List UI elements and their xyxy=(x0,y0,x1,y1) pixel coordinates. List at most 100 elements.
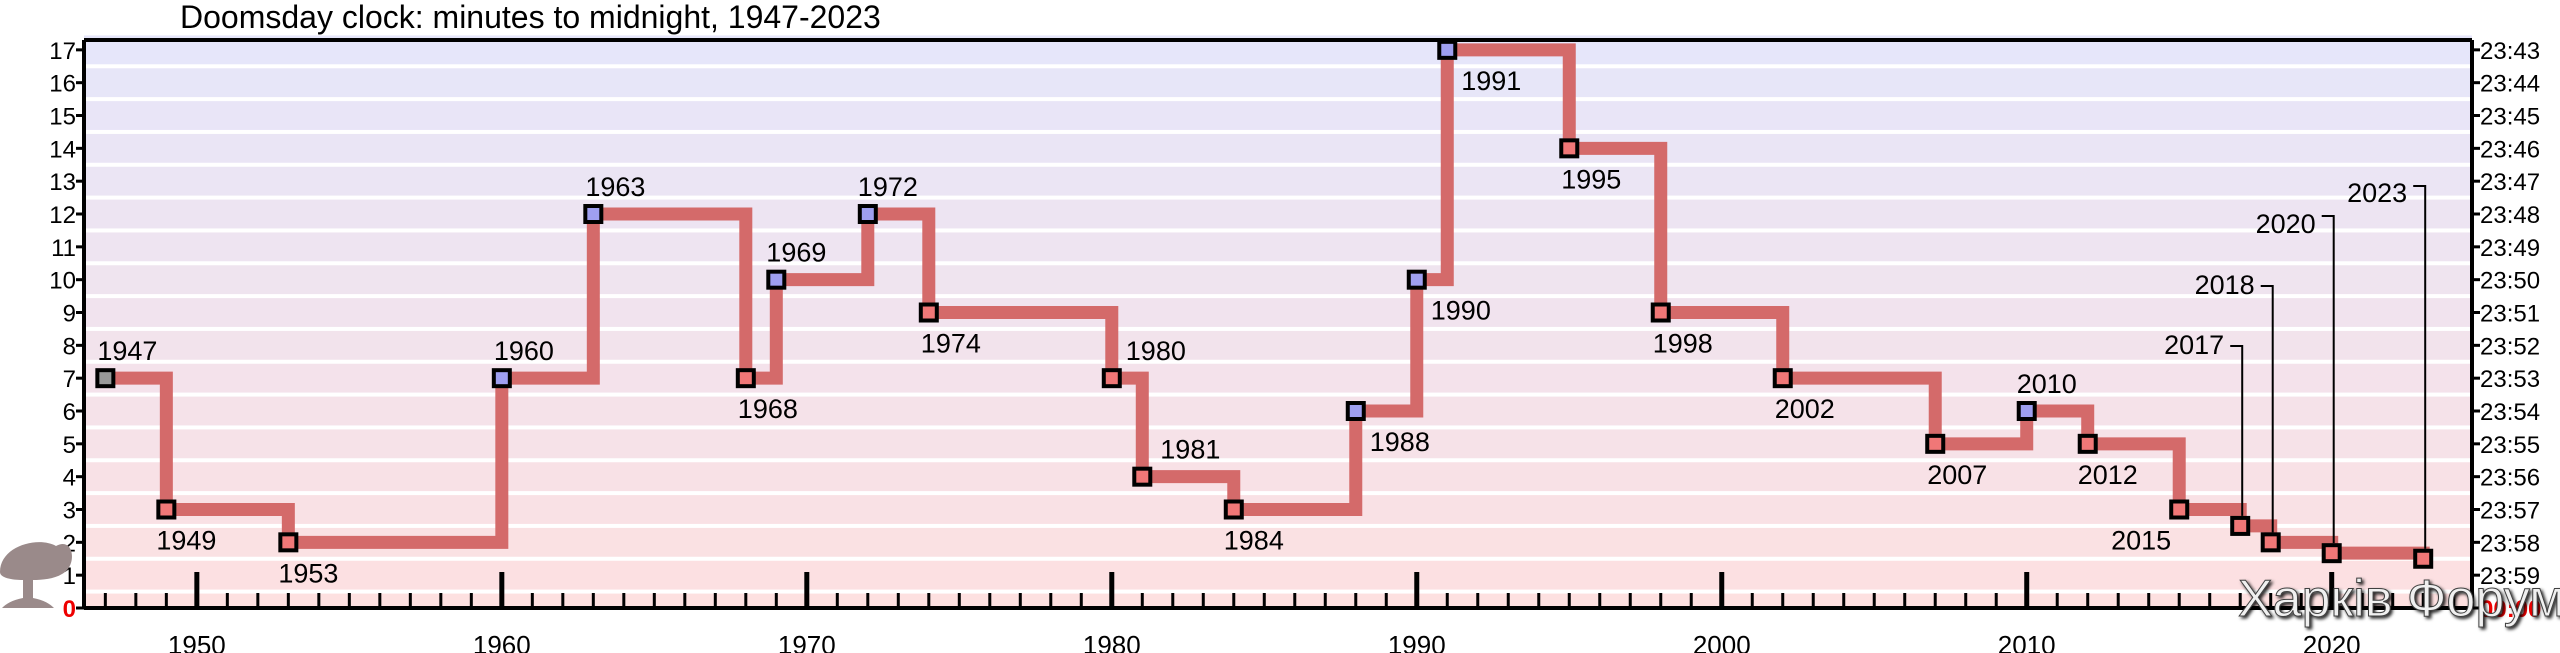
band-row xyxy=(84,199,2472,229)
data-label: 2015 xyxy=(2111,526,2171,556)
y-right-tick-label: 23:45 xyxy=(2480,104,2540,131)
data-marker xyxy=(857,204,878,225)
data-markers xyxy=(95,39,2434,569)
band-row xyxy=(84,462,2472,492)
data-label: 2002 xyxy=(1775,394,1835,424)
data-marker xyxy=(2016,401,2037,422)
data-labels: 1947 1949 1953 1960 1963 1968 1969 1972 1974 1980… xyxy=(97,66,2407,588)
background-bands xyxy=(84,35,2472,590)
data-marker xyxy=(1437,39,1458,60)
mushroom-cloud-icon xyxy=(0,542,73,608)
data-label: 2020 xyxy=(2256,209,2316,239)
x-tick-label: 1960 xyxy=(473,630,531,653)
step-line-path xyxy=(105,43,2430,560)
plot-frame xyxy=(82,38,2474,610)
y-left-tick-label: 14 xyxy=(49,136,76,163)
y-right-tick-label: 23:57 xyxy=(2480,498,2540,525)
data-marker xyxy=(1132,466,1153,487)
y-right-tick-label: 23:47 xyxy=(2480,169,2540,196)
data-marker xyxy=(2077,433,2098,454)
step-line xyxy=(105,43,2430,560)
y-right-tick-label: 23:56 xyxy=(2480,465,2540,492)
data-label: 1960 xyxy=(494,336,554,366)
band-row xyxy=(84,363,2472,393)
data-label: 1990 xyxy=(1431,296,1491,326)
data-label: 1949 xyxy=(156,526,216,556)
label-leader-lines xyxy=(2230,185,2427,549)
y-left-tick-label: 12 xyxy=(49,202,76,229)
band-row xyxy=(84,396,2472,426)
data-marker xyxy=(95,368,116,389)
band-row xyxy=(84,166,2472,196)
data-label: 2018 xyxy=(2195,270,2255,300)
x-tick-label: 2020 xyxy=(2303,630,2361,653)
leader-line xyxy=(2321,215,2335,544)
data-marker xyxy=(2260,532,2281,553)
y-right-tick-label: 23:46 xyxy=(2480,136,2540,163)
data-marker xyxy=(1772,368,1793,389)
data-marker xyxy=(1650,302,1671,323)
data-marker xyxy=(278,532,299,553)
data-label: 2007 xyxy=(1927,460,1987,490)
band-row xyxy=(84,265,2472,295)
data-label: 1980 xyxy=(1126,336,1186,366)
x-tick-label: 1970 xyxy=(778,630,836,653)
y-left-tick-label: 10 xyxy=(49,268,76,295)
data-marker xyxy=(2321,543,2342,564)
data-label: 1953 xyxy=(278,558,338,588)
data-label: 1974 xyxy=(921,329,981,359)
y-right-tick-label: 23:55 xyxy=(2480,432,2540,459)
chart-title: Doomsday clock: minutes to midnight, 194… xyxy=(180,0,881,35)
x-tick-label: 2010 xyxy=(1998,630,2056,653)
data-label: 1995 xyxy=(1561,164,1621,194)
y-left-tick-label: 9 xyxy=(63,301,76,328)
data-label: 1991 xyxy=(1461,66,1521,96)
x-tick-label: 1950 xyxy=(168,630,226,653)
data-marker xyxy=(735,368,756,389)
x-tick-label: 2000 xyxy=(1693,630,1751,653)
band-row xyxy=(84,133,2472,163)
y-right-tick-label: 23:44 xyxy=(2480,71,2540,98)
y-right-tick-label: 23:54 xyxy=(2480,399,2540,426)
leader-line xyxy=(2413,185,2427,549)
data-label: 2023 xyxy=(2347,178,2407,208)
data-label: 1963 xyxy=(585,172,645,202)
y-right-tick-label: 23:43 xyxy=(2480,38,2540,65)
data-label: 1969 xyxy=(766,238,826,268)
data-marker xyxy=(2413,548,2434,569)
y-right-tick-label: 23:58 xyxy=(2480,530,2540,557)
y-right-tick-label: 23:48 xyxy=(2480,202,2540,229)
data-marker xyxy=(1925,433,1946,454)
data-label: 1968 xyxy=(738,394,798,424)
y-left-tick-label: 4 xyxy=(63,465,76,492)
data-label: 2012 xyxy=(2078,460,2138,490)
band-row xyxy=(84,429,2472,459)
data-label: 2010 xyxy=(2017,369,2077,399)
y-left-tick-label: 0 xyxy=(63,596,76,623)
data-marker xyxy=(918,302,939,323)
y-left-tick-label: 3 xyxy=(63,498,76,525)
y-left-tick-label: 11 xyxy=(51,235,76,262)
y-left-tick-label: 6 xyxy=(63,399,76,426)
y-right-tick-label: 23:50 xyxy=(2480,268,2540,295)
x-tick-label: 1990 xyxy=(1388,630,1446,653)
data-label: 1988 xyxy=(1370,427,1430,457)
data-marker xyxy=(1345,401,1366,422)
data-label: 1998 xyxy=(1653,329,1713,359)
band-row xyxy=(84,101,2472,130)
y-right-tick-label: 23:53 xyxy=(2480,366,2540,393)
band-row xyxy=(84,68,2472,98)
data-marker xyxy=(156,499,177,520)
y-right-tick-label: 23:51 xyxy=(2480,301,2540,328)
y-left-tick-label: 5 xyxy=(63,432,76,459)
band-row xyxy=(84,330,2472,360)
data-marker xyxy=(583,204,604,225)
y-right-tick-label: 23:59 xyxy=(2480,563,2540,590)
band-row xyxy=(84,232,2472,262)
y-left-tick-label: 15 xyxy=(49,104,76,131)
y-left-tick-label: 7 xyxy=(63,366,76,393)
data-label: 1947 xyxy=(97,336,157,366)
data-label: 1984 xyxy=(1224,526,1284,556)
data-label: 1972 xyxy=(858,172,918,202)
